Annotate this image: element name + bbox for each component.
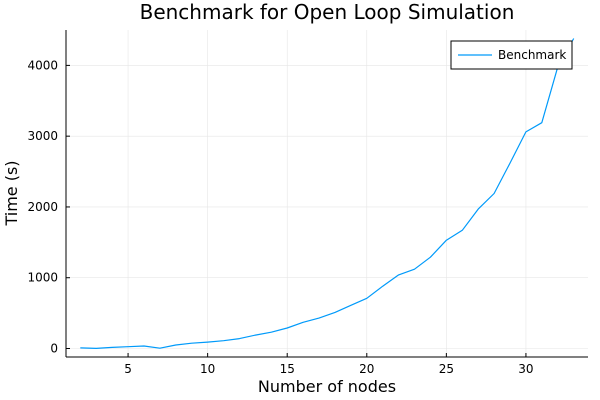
- legend-label-benchmark: Benchmark: [498, 48, 566, 62]
- chart-title: Benchmark for Open Loop Simulation: [140, 0, 515, 24]
- y-tick-label: 2000: [27, 200, 58, 214]
- x-tick-label: 30: [518, 362, 533, 376]
- x-axis-title: Number of nodes: [258, 377, 396, 396]
- y-tick-label: 3000: [27, 129, 58, 143]
- y-tick-label: 0: [50, 342, 58, 356]
- series-line-benchmark: [80, 38, 575, 349]
- x-tick-label: 15: [280, 362, 295, 376]
- y-axis-title: Time (s): [2, 160, 21, 226]
- x-tick-label: 5: [124, 362, 132, 376]
- x-tick-label: 20: [359, 362, 374, 376]
- axes: [65, 30, 588, 358]
- x-tick-label: 25: [439, 362, 454, 376]
- grid-lines: [66, 30, 588, 357]
- tick-labels: 5 10 15 20 25 30 0 1000 2000 3000 4000: [27, 58, 533, 376]
- y-tick-label: 4000: [27, 58, 58, 72]
- series-layer: [80, 38, 575, 349]
- y-tick-label: 1000: [27, 271, 58, 285]
- legend: Benchmark: [450, 40, 573, 70]
- x-tick-label: 10: [200, 362, 215, 376]
